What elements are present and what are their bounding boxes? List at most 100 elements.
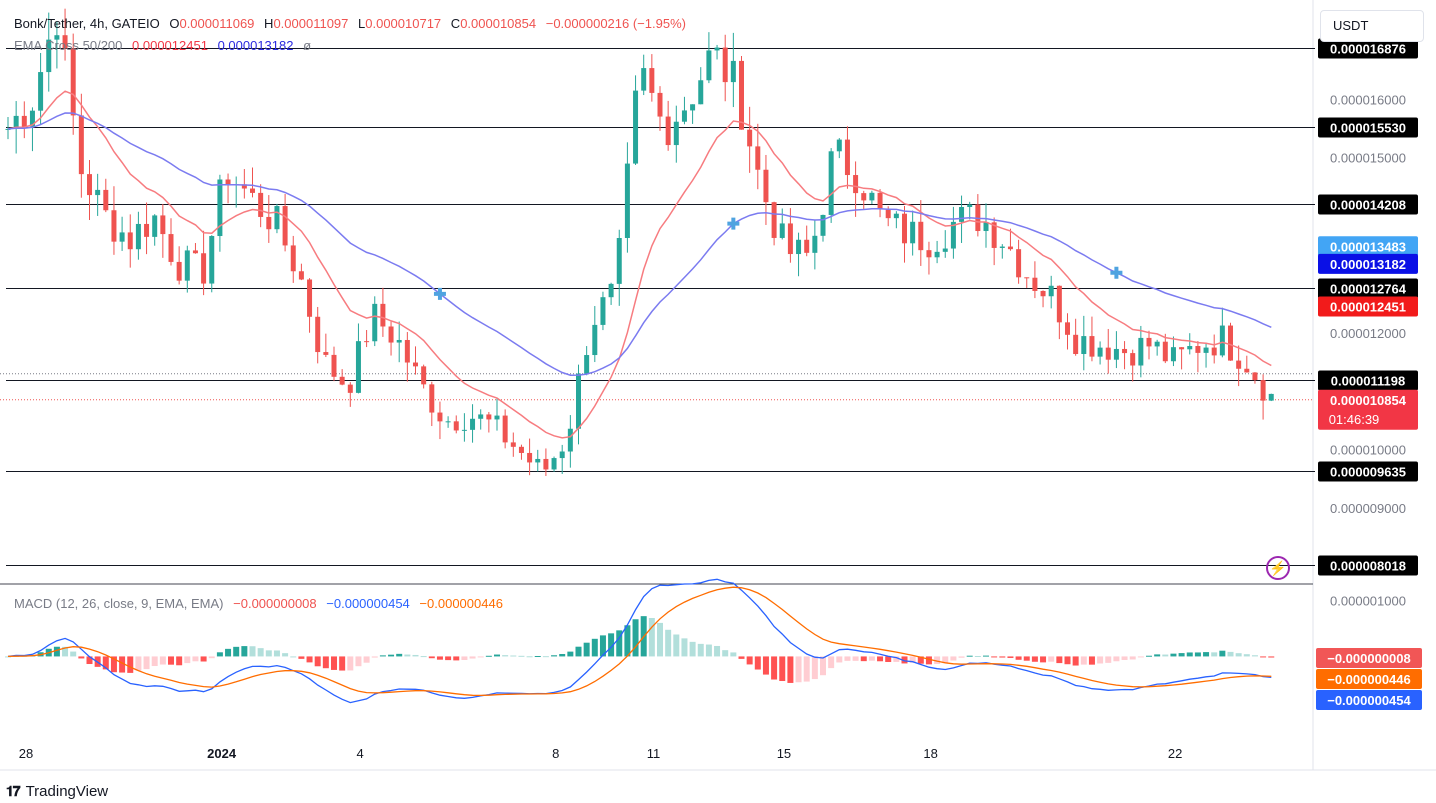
candle-body bbox=[1130, 353, 1136, 366]
macd-histogram-bar bbox=[657, 622, 663, 657]
macd-histogram-bar bbox=[265, 650, 272, 657]
macd-histogram-bar bbox=[1178, 653, 1185, 657]
macd-histogram-bar bbox=[616, 630, 623, 657]
signal-value: −0.000000446 bbox=[419, 596, 503, 611]
macd-histogram-bar bbox=[942, 656, 949, 664]
macd-histogram-bar bbox=[78, 656, 85, 659]
candle-body bbox=[1073, 334, 1079, 355]
macd-pane bbox=[5, 578, 1275, 704]
macd-histogram-bar bbox=[583, 642, 590, 657]
candle-body bbox=[54, 35, 60, 40]
macd-histogram-bar bbox=[665, 629, 672, 657]
candle-body bbox=[461, 429, 467, 431]
candle-body bbox=[527, 452, 533, 463]
macd-histogram-bar bbox=[1211, 652, 1218, 657]
macd-histogram-bar bbox=[820, 656, 826, 676]
ema-label[interactable]: EMA Cross 50/200 bbox=[14, 38, 123, 53]
macd-value: −0.000000454 bbox=[326, 596, 410, 611]
level-label: 0.000009635 bbox=[1330, 465, 1406, 480]
macd-badge-label: −0.000000008 bbox=[1327, 651, 1411, 666]
macd-histogram-bar bbox=[1129, 656, 1136, 660]
macd-histogram-bar bbox=[273, 650, 280, 657]
time-tick: 18 bbox=[923, 746, 937, 761]
macd-histogram-bar bbox=[738, 656, 745, 659]
candle-body bbox=[926, 250, 932, 258]
candle-body bbox=[959, 207, 965, 222]
candle-body bbox=[999, 246, 1005, 248]
macd-legend: MACD (12, 26, close, 9, EMA, EMA) −0.000… bbox=[14, 596, 509, 611]
candles bbox=[5, 8, 1274, 476]
candle-body bbox=[413, 362, 418, 367]
price-tick: 0.000016000 bbox=[1330, 92, 1406, 107]
macd-histogram-bar bbox=[632, 619, 639, 657]
candle-body bbox=[576, 373, 581, 429]
close-value: 0.000010854 bbox=[460, 16, 537, 31]
macd-histogram-bar bbox=[1040, 656, 1047, 663]
macd-histogram-bar bbox=[1023, 656, 1030, 661]
candle-body bbox=[396, 339, 402, 343]
candle-body bbox=[127, 232, 133, 250]
macd-histogram-bar bbox=[461, 656, 468, 661]
macd-histogram-bar bbox=[844, 656, 851, 661]
candle-body bbox=[828, 151, 834, 215]
candle-body bbox=[176, 261, 182, 281]
macd-histogram-bar bbox=[950, 656, 957, 661]
candle-body bbox=[1040, 290, 1046, 297]
candle-body bbox=[502, 415, 508, 443]
candle-body bbox=[902, 213, 907, 244]
currency-selector[interactable]: USDT bbox=[1320, 10, 1424, 42]
candle-body bbox=[1097, 347, 1103, 357]
macd-histogram-bar bbox=[1154, 654, 1161, 657]
macd-histogram-bar bbox=[673, 634, 680, 657]
candle-body bbox=[641, 68, 647, 91]
macd-histogram-bar bbox=[331, 656, 337, 670]
macd-histogram-bar bbox=[714, 645, 721, 657]
macd-histogram-bar bbox=[901, 656, 908, 664]
candle-body bbox=[1016, 249, 1022, 278]
candle-body bbox=[747, 129, 753, 147]
macd-histogram-bar bbox=[852, 656, 859, 661]
candle-body bbox=[796, 239, 802, 255]
candle-body bbox=[877, 192, 883, 210]
candle-body bbox=[535, 458, 541, 463]
cross-marker bbox=[727, 217, 740, 230]
macd-histogram-bar bbox=[542, 656, 549, 658]
candle-body bbox=[600, 297, 606, 325]
macd-histogram-bar bbox=[290, 656, 297, 658]
candle-body bbox=[241, 184, 247, 189]
macd-histogram-bar bbox=[339, 656, 346, 671]
cross-marker bbox=[1110, 266, 1123, 279]
macd-histogram-bar bbox=[860, 656, 867, 662]
open-label: O bbox=[169, 16, 180, 31]
candle-body bbox=[70, 48, 76, 116]
macd-histogram-bar bbox=[192, 656, 199, 662]
tradingview-logo[interactable]: 𝟏𝟕 TradingView bbox=[6, 783, 108, 800]
macd-histogram-bar bbox=[208, 656, 215, 659]
macd-histogram-bar bbox=[110, 656, 117, 673]
macd-histogram-bar bbox=[697, 643, 704, 657]
candle-body bbox=[258, 192, 264, 217]
symbol-title[interactable]: Bonk/Tether, 4h, GATEIO bbox=[14, 16, 160, 31]
macd-histogram-bar bbox=[494, 654, 500, 657]
macd-label[interactable]: MACD (12, 26, close, 9, EMA, EMA) bbox=[14, 596, 224, 611]
macd-histogram-bar bbox=[567, 651, 574, 657]
lightning-icon[interactable]: ⚡ bbox=[1266, 556, 1290, 580]
macd-histogram-bar bbox=[62, 646, 69, 657]
macd-histogram-bar bbox=[1031, 656, 1038, 662]
macd-histogram-bar bbox=[1048, 656, 1055, 662]
high-label: H bbox=[264, 16, 274, 31]
candle-body bbox=[584, 355, 590, 374]
macd-histogram-bar bbox=[1194, 652, 1201, 657]
price-badge bbox=[1318, 236, 1418, 257]
ema-lines bbox=[7, 90, 1272, 439]
candle-body bbox=[46, 39, 52, 73]
cross-markers bbox=[433, 217, 1123, 300]
candle-body bbox=[21, 115, 27, 127]
candle-body bbox=[144, 223, 150, 237]
macd-histogram-bar bbox=[934, 656, 941, 664]
macd-histogram-bar bbox=[1227, 651, 1234, 657]
macd-histogram-bar bbox=[1186, 652, 1193, 657]
candle-body bbox=[1211, 347, 1217, 356]
level-badge bbox=[1318, 555, 1418, 576]
